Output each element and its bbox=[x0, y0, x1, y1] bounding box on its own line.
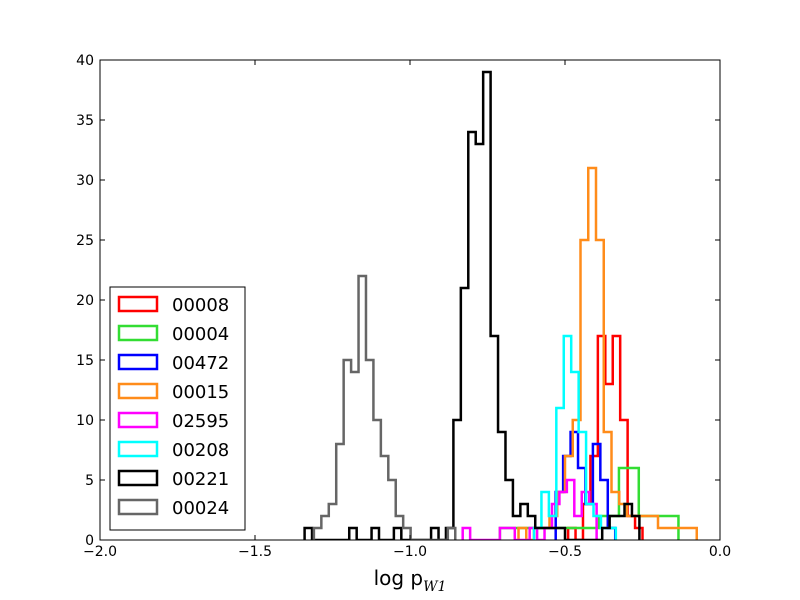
ticks-layer: −2.0 −1.5 −1.0 −0.5 0.0 0 5 10 15 20 25 30 35 40 bbox=[76, 53, 731, 560]
legend-swatch-00221 bbox=[117, 469, 159, 487]
legend-label-00221: 00221 bbox=[172, 469, 229, 490]
legend-label-02595: 02595 bbox=[172, 411, 229, 432]
x-tick-label: −0.5 bbox=[548, 544, 582, 560]
y-tick-label: 35 bbox=[76, 113, 94, 129]
legend-label-00024: 00024 bbox=[172, 498, 229, 519]
legend-label-00008: 00008 bbox=[172, 295, 229, 316]
y-tick-label: 25 bbox=[76, 233, 94, 249]
y-tick-label: 10 bbox=[76, 413, 94, 429]
x-axis-label: log pW1 bbox=[374, 566, 447, 595]
series-00024-outline bbox=[312, 274, 457, 540]
legend-label-00472: 00472 bbox=[172, 353, 229, 374]
x-tick-label: −1.0 bbox=[393, 544, 427, 560]
legend-label-00015: 00015 bbox=[172, 382, 229, 403]
legend-label-00004: 00004 bbox=[172, 324, 229, 345]
legend-swatch-00008 bbox=[117, 295, 159, 313]
x-tick-label: 0.0 bbox=[709, 544, 731, 560]
legend-swatch-02595 bbox=[117, 411, 159, 429]
y-tick-label: 15 bbox=[76, 353, 94, 369]
x-axis-label-main: log p bbox=[374, 566, 424, 590]
series-00221-outline bbox=[303, 70, 641, 540]
legend-label-00208: 00208 bbox=[172, 440, 229, 461]
x-axis-label-subscript: W1 bbox=[423, 579, 446, 595]
legend-swatch-00004 bbox=[117, 324, 159, 342]
legend-box bbox=[109, 286, 246, 531]
y-tick-label: 0 bbox=[85, 533, 94, 549]
y-tick-label: 5 bbox=[85, 473, 94, 489]
series-layer bbox=[303, 70, 698, 540]
x-tick-label: −2.0 bbox=[83, 544, 117, 560]
series-02595-outline bbox=[461, 478, 598, 540]
x-tick-label: −1.5 bbox=[238, 544, 272, 560]
y-tick-label: 20 bbox=[76, 293, 94, 309]
y-tick-label: 30 bbox=[76, 173, 94, 189]
legend-swatch-00024 bbox=[117, 498, 159, 516]
legend-swatch-00472 bbox=[117, 353, 159, 371]
legend: 00008 00004 00472 00015 02595 00208 00221 00024 bbox=[109, 286, 246, 531]
legend-swatch-00015 bbox=[117, 382, 159, 400]
series-00208-outline bbox=[532, 334, 618, 540]
y-tick-label: 40 bbox=[76, 53, 94, 69]
legend-swatch-00208 bbox=[117, 440, 159, 458]
